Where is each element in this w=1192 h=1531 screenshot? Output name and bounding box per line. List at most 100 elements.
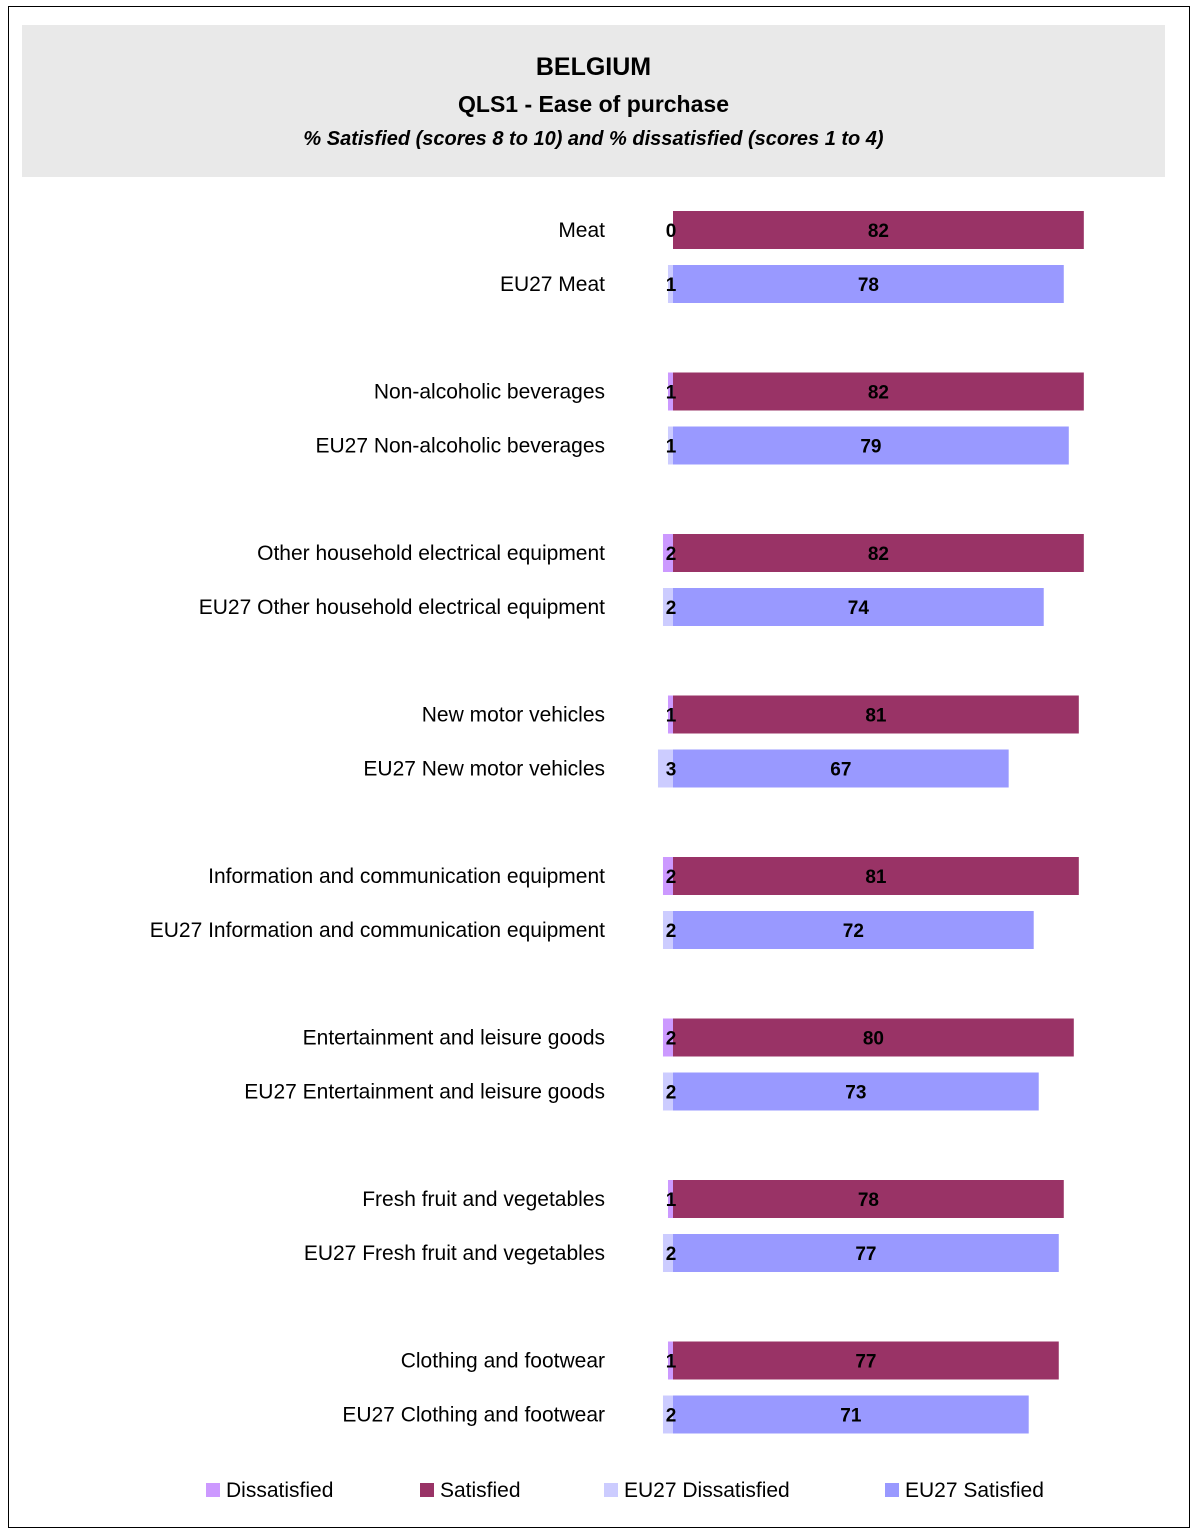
bar-row: Entertainment and leisure goods 2 80 xyxy=(303,1018,1074,1057)
legend-item: EU27 Dissatisfied xyxy=(604,1479,790,1502)
satisfied-bar xyxy=(673,265,1064,303)
dissatisfied-value-label: 2 xyxy=(666,1083,677,1104)
legend-item: EU27 Satisfied xyxy=(885,1479,1044,1502)
satisfied-bar xyxy=(673,1395,1029,1434)
legend-label: Satisfied xyxy=(440,1479,521,1502)
category-label: Non-alcoholic beverages xyxy=(374,381,605,404)
dissatisfied-bar xyxy=(662,857,673,895)
dissatisfied-value-label: 1 xyxy=(666,275,677,296)
dissatisfied-value-label: 1 xyxy=(666,1352,677,1373)
dissatisfied-bar xyxy=(667,372,673,411)
satisfied-bar xyxy=(673,695,1079,734)
bar-row-eu: EU27 Information and communication equip… xyxy=(150,911,1034,949)
satisfied-value-label: 71 xyxy=(840,1406,862,1427)
dissatisfied-value-label: 2 xyxy=(666,598,677,619)
bar-row-eu: EU27 Entertainment and leisure goods 2 73 xyxy=(244,1072,1039,1111)
dissatisfied-bar xyxy=(667,265,673,303)
chart-title: BELGIUM xyxy=(535,53,652,81)
category-label: EU27 Other household electrical equipmen… xyxy=(199,596,605,619)
bar-row: Meat 0 82 xyxy=(558,211,1084,249)
dissatisfied-bar xyxy=(667,1341,673,1380)
satisfied-bar xyxy=(673,426,1069,465)
bar-row-eu: EU27 New motor vehicles 3 67 xyxy=(363,749,1009,788)
satisfied-bar xyxy=(673,372,1084,411)
satisfied-value-label: 79 xyxy=(860,437,881,458)
dissatisfied-value-label: 1 xyxy=(666,706,677,727)
legend-label: EU27 Dissatisfied xyxy=(624,1479,790,1502)
category-label: EU27 New motor vehicles xyxy=(363,758,605,781)
dissatisfied-value-label: 2 xyxy=(666,1406,677,1427)
satisfied-value-label: 80 xyxy=(863,1029,884,1050)
dissatisfied-value-label: 1 xyxy=(666,1190,677,1211)
satisfied-bar xyxy=(673,534,1084,572)
dissatisfied-value-label: 2 xyxy=(666,1029,677,1050)
dissatisfied-value-label: 1 xyxy=(666,383,677,404)
satisfied-value-label: 77 xyxy=(855,1244,876,1265)
bar-row: Fresh fruit and vegetables 1 78 xyxy=(362,1180,1064,1218)
satisfied-value-label: 81 xyxy=(865,867,887,888)
dissatisfied-value-label: 0 xyxy=(666,221,677,242)
dissatisfied-value-label: 1 xyxy=(666,437,677,458)
category-label: Entertainment and leisure goods xyxy=(303,1027,605,1050)
satisfied-bar xyxy=(673,1234,1059,1272)
dissatisfied-bar xyxy=(667,695,673,734)
legend-item: Satisfied xyxy=(420,1479,521,1502)
satisfied-value-label: 78 xyxy=(858,275,879,296)
bar-row: New motor vehicles 1 81 xyxy=(422,695,1079,734)
category-label: Fresh fruit and vegetables xyxy=(362,1188,605,1211)
category-label: EU27 Non-alcoholic beverages xyxy=(316,435,606,458)
bar-row-eu: EU27 Meat 1 78 xyxy=(500,265,1064,303)
bar-row-eu: EU27 Clothing and footwear 2 71 xyxy=(342,1395,1029,1434)
legend-swatch xyxy=(206,1483,220,1497)
satisfied-value-label: 82 xyxy=(868,544,889,565)
satisfied-bar xyxy=(673,1180,1064,1218)
category-label: New motor vehicles xyxy=(422,704,605,727)
satisfied-bar xyxy=(673,911,1034,949)
bar-row-eu: EU27 Other household electrical equipmen… xyxy=(199,588,1044,626)
satisfied-value-label: 82 xyxy=(868,383,889,404)
dissatisfied-bar xyxy=(662,534,673,572)
dissatisfied-bar xyxy=(662,588,673,626)
dissatisfied-bar xyxy=(662,1395,673,1434)
satisfied-value-label: 73 xyxy=(845,1083,866,1104)
category-label: Meat xyxy=(558,219,605,242)
category-label: EU27 Meat xyxy=(500,273,605,296)
satisfied-value-label: 81 xyxy=(865,706,887,727)
legend-swatch xyxy=(885,1483,899,1497)
dissatisfied-bar xyxy=(662,1234,673,1272)
bar-row-eu: EU27 Non-alcoholic beverages 1 79 xyxy=(316,426,1069,465)
legend-label: Dissatisfied xyxy=(226,1479,333,1502)
satisfied-bar xyxy=(673,749,1009,788)
category-label: Information and communication equipment xyxy=(208,865,605,888)
satisfied-value-label: 78 xyxy=(858,1190,879,1211)
bar-row: Clothing and footwear 1 77 xyxy=(401,1341,1059,1380)
category-label: Other household electrical equipment xyxy=(257,542,605,565)
category-label: EU27 Information and communication equip… xyxy=(150,919,605,942)
satisfied-value-label: 77 xyxy=(855,1352,876,1373)
satisfied-value-label: 72 xyxy=(843,921,864,942)
bar-row-eu: EU27 Fresh fruit and vegetables 2 77 xyxy=(304,1234,1059,1272)
bar-row: Other household electrical equipment 2 82 xyxy=(257,534,1084,572)
legend-swatch xyxy=(420,1483,434,1497)
dissatisfied-value-label: 2 xyxy=(666,921,677,942)
dissatisfied-bar xyxy=(657,749,673,788)
dissatisfied-value-label: 2 xyxy=(666,544,677,565)
satisfied-value-label: 74 xyxy=(848,598,870,619)
legend: Dissatisfied Satisfied EU27 Dissatisfied EU… xyxy=(206,1479,1044,1502)
bar-row: Non-alcoholic beverages 1 82 xyxy=(374,372,1084,411)
bar-rows: Meat 0 82 EU27 Meat 1 78 Non-alcoholic beverag… xyxy=(150,211,1084,1434)
category-label: EU27 Entertainment and leisure goods xyxy=(244,1081,605,1104)
chart-note: % Satisfied (scores 8 to 10) and % dissa… xyxy=(303,128,884,150)
dissatisfied-bar xyxy=(662,1018,673,1057)
satisfied-bar xyxy=(673,588,1044,626)
dissatisfied-bar xyxy=(667,1180,673,1218)
satisfied-bar xyxy=(673,1018,1074,1057)
chart-subtitle: QLS1 - Ease of purchase xyxy=(458,91,729,117)
dissatisfied-value-label: 3 xyxy=(666,760,677,781)
category-label: Clothing and footwear xyxy=(401,1350,605,1373)
satisfied-bar xyxy=(673,1341,1059,1380)
category-label: EU27 Fresh fruit and vegetables xyxy=(304,1242,605,1265)
category-label: EU27 Clothing and footwear xyxy=(342,1404,605,1427)
chart-header: BELGIUM QLS1 - Ease of purchase % Satisf… xyxy=(22,25,1165,177)
satisfied-bar xyxy=(673,1072,1039,1111)
